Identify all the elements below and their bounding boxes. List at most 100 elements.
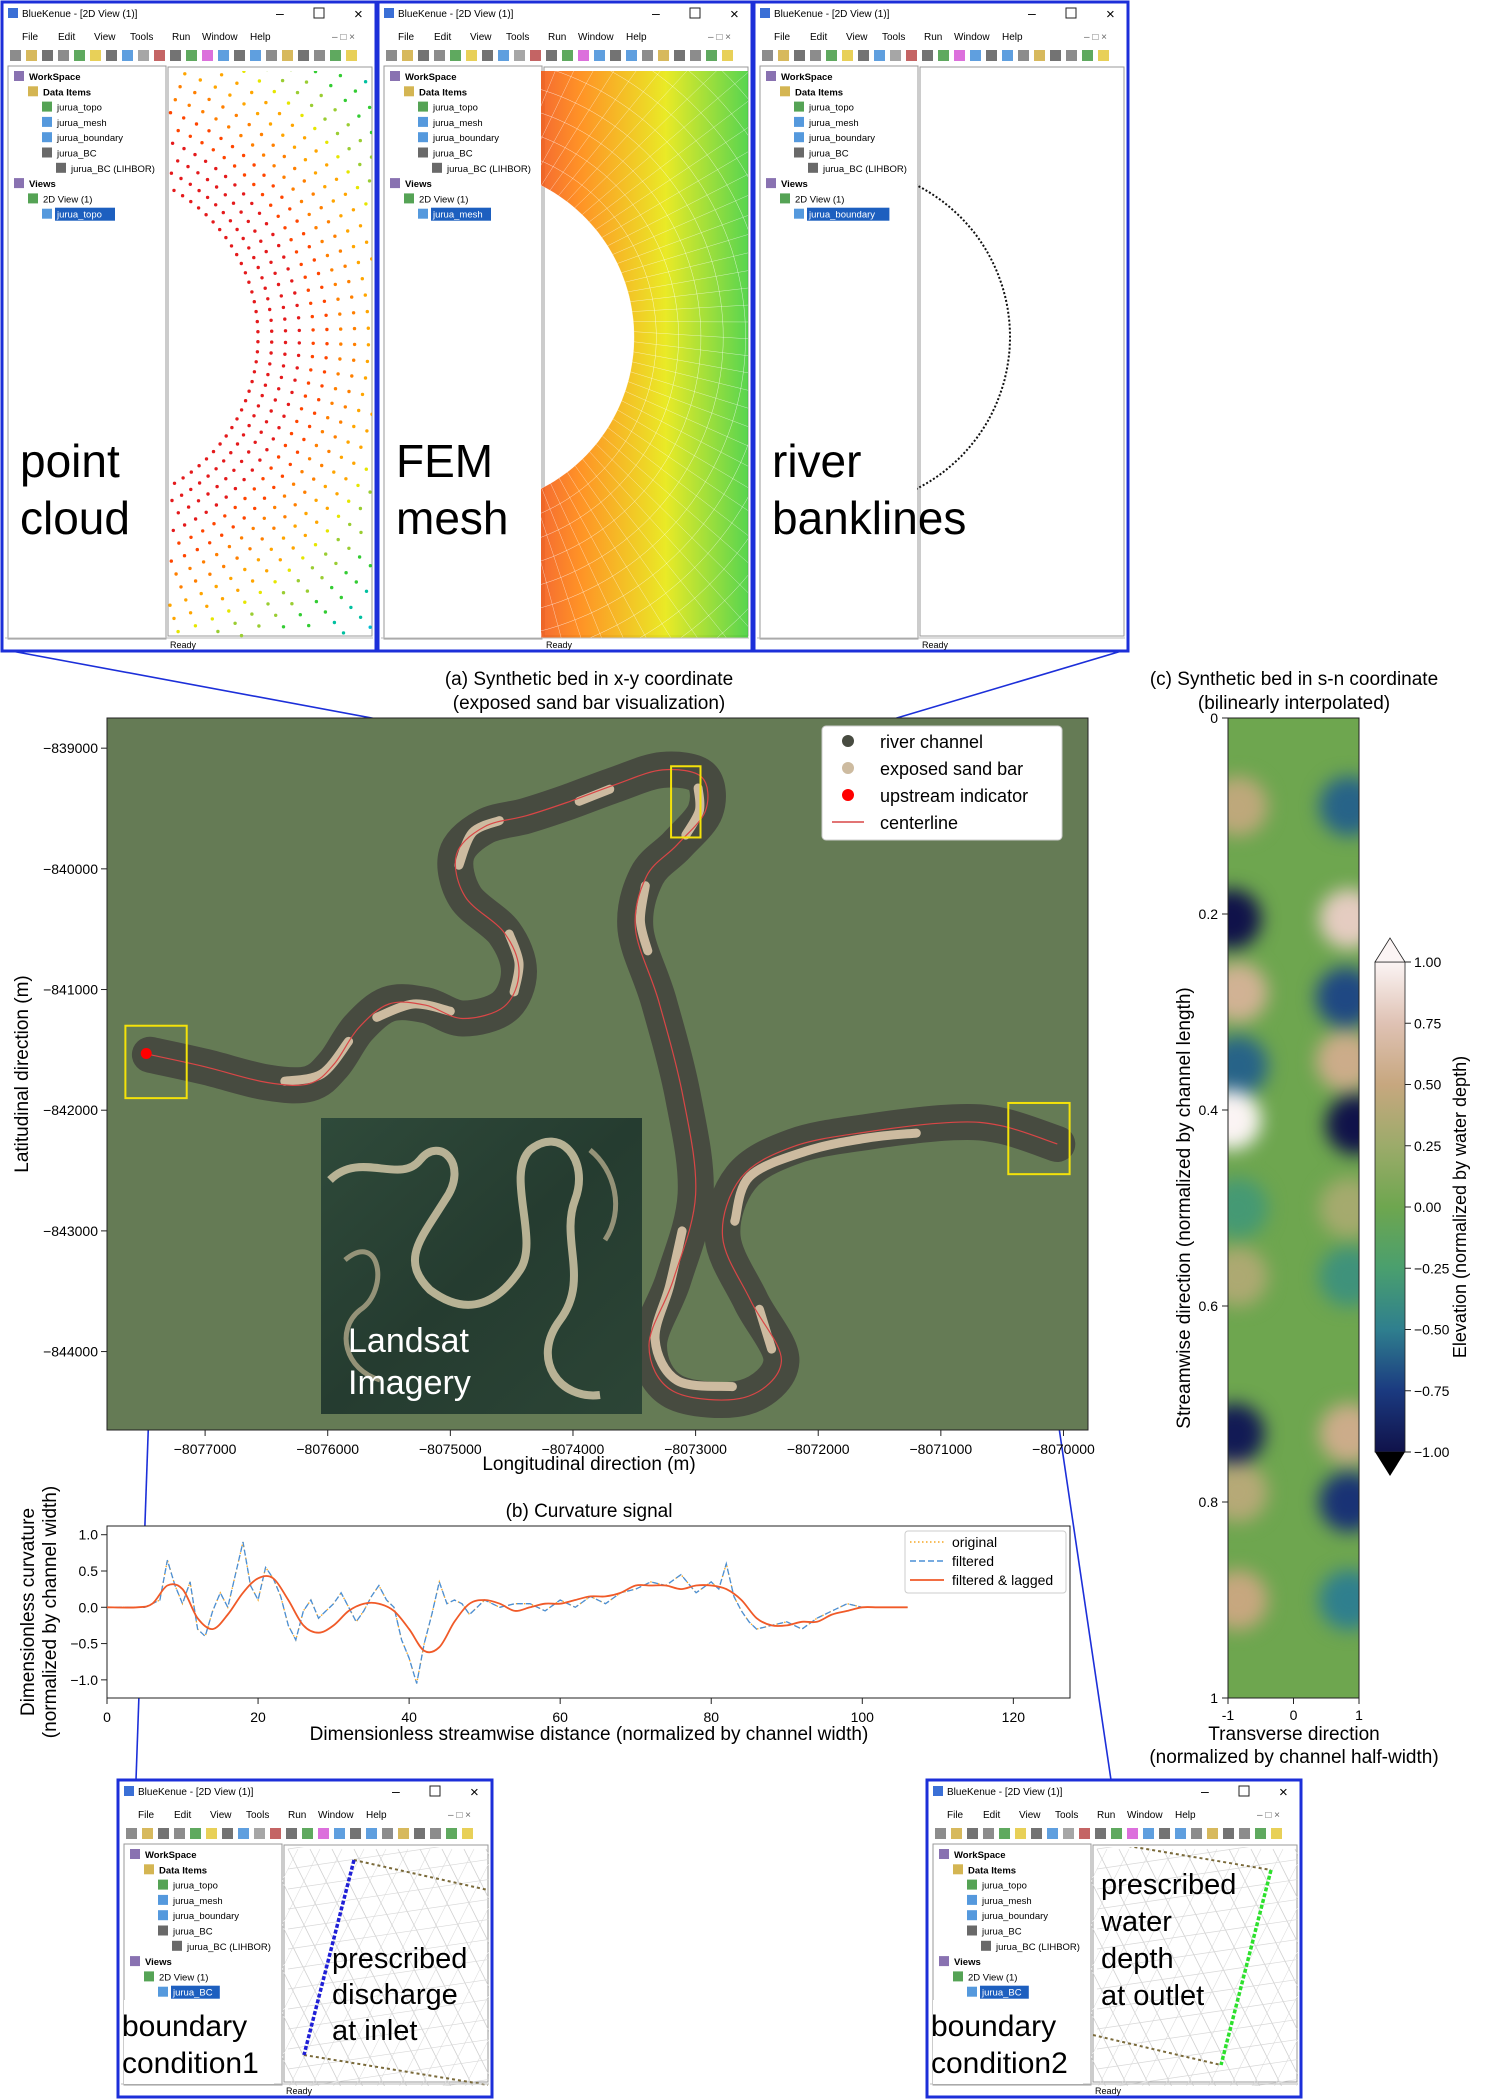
view-canvas-content [168,71,372,638]
point-cloud-node [263,383,268,387]
tree-bc-lihbor: jurua_BC (LIHBOR) [186,1942,271,1953]
point-cloud-node [300,113,304,118]
legend-river-channel: river channel [880,732,983,752]
window-title: BlueKenue - [2D View (1)] [947,1787,1063,1798]
point-cloud-node [207,97,211,102]
menu-item-view: View [94,32,116,43]
chart-b-x-ticks: 0 20 40 60 80 100 120 [103,1698,1025,1725]
point-cloud-node [290,71,292,72]
y-tick-label: −0.5 [70,1636,98,1652]
mesh-edge [530,1849,650,2089]
point-cloud-node [351,244,356,249]
colorbar-tick-label: 1.00 [1414,954,1441,970]
point-cloud-node [286,101,291,105]
point-cloud-node [324,313,328,317]
tree-workspace-icon [390,71,400,81]
point-cloud-node [282,494,287,498]
point-cloud-node [187,103,191,108]
status-bar-text: Ready [170,640,197,650]
y-tick-label: 1.0 [79,1527,99,1543]
tree-view-2d-icon [28,193,38,204]
point-cloud-node [364,202,368,206]
colorbar-tick-label: 0.75 [1414,1015,1441,1031]
toolbar-tool-icon [922,50,933,61]
chart-c-y-ticks: 0 0.2 0.4 0.6 0.8 1 [1199,710,1228,1706]
mesh-edge [541,71,574,140]
point-cloud-node [195,547,199,552]
point-cloud-node [254,309,258,314]
point-cloud-node [193,90,197,95]
toolbar-tool-icon [1034,50,1045,61]
point-cloud-node [339,595,343,600]
mesh-edge [750,1849,870,2089]
status-bar-text: Ready [1095,2086,1122,2096]
mesh-edge [1252,1994,1298,2086]
point-cloud-node [336,372,340,376]
point-cloud-node [348,522,352,527]
mesh-edge [1096,2039,1298,2070]
point-cloud-node [365,429,369,433]
legend-centerline: centerline [880,813,958,833]
mesh-edge [1096,1919,1298,1950]
mesh-arc-line [639,71,748,638]
point-cloud-node [289,431,294,436]
tree-bc-icon [418,147,428,158]
point-cloud-node [256,558,261,562]
menu-item-run: Run [1097,1810,1115,1821]
mesh-edge [1274,2038,1298,2086]
point-cloud-node [293,524,297,528]
menu-item-window: Window [578,32,614,43]
point-cloud-node [223,174,228,179]
menu-item-window: Window [954,32,990,43]
zoom-box-2 [1007,1101,1071,1176]
caption-line1: boundary [122,2010,247,2043]
point-cloud-node [239,261,243,266]
point-cloud-node [307,245,311,249]
tree-selected-layer: jurua_BC [981,1988,1022,1999]
point-cloud-node [257,624,261,628]
mesh-edge [287,1919,489,1950]
view-canvas-content [1091,1847,1298,2086]
point-cloud-node [248,547,252,551]
point-cloud-node [320,285,324,289]
chart-synthetic-bed-sn: (c) Synthetic bed in s-n coordinate (bil… [1149,669,1470,1768]
mesh-edge [287,1999,489,2030]
point-cloud-node [222,459,226,463]
chart-b-ylabel-line2: (normalized by channel width) [40,1486,61,1738]
mesh-arc-line [541,112,702,562]
maximize-button [689,7,701,19]
point-cloud-node [214,467,218,471]
toolbar-tool-icon [266,50,277,61]
mdi-buttons: – □ × [708,32,731,43]
mesh-edge [1091,1848,1130,1926]
point-cloud-node [224,434,228,438]
toolbar-tool-icon [1098,50,1109,61]
chart-b-legend: original filtered filtered & lagged [904,1530,1067,1594]
point-cloud-node [312,477,316,481]
tree-mesh: jurua_mesh [808,118,859,129]
centerline [149,768,1058,1401]
mesh-edge [684,1849,804,2089]
maximize-button [313,7,325,19]
point-cloud-node [273,271,277,275]
point-cloud-node [250,468,254,472]
point-cloud-node [179,493,184,497]
point-cloud-node [255,350,260,354]
point-cloud-node [306,288,310,292]
bed-feature-10 [1228,1178,1268,1238]
menu-item-tools: Tools [130,32,153,43]
point-cloud-node [277,111,282,116]
caption-line1: river [772,435,861,487]
point-cloud-node [277,426,281,430]
toolbar-tool-icon [986,50,997,61]
point-cloud-node [215,484,219,489]
mesh-edge [1208,1906,1298,2086]
point-cloud-node [281,364,286,368]
mesh-edge [1164,1848,1284,2086]
menu-item-file: File [138,1810,155,1821]
tree-topo: jurua_topo [432,103,478,114]
point-cloud-node [266,297,270,301]
workspace-tree-pane [7,65,167,640]
point-cloud-node [201,560,206,564]
status-bar-text: Ready [546,640,573,650]
